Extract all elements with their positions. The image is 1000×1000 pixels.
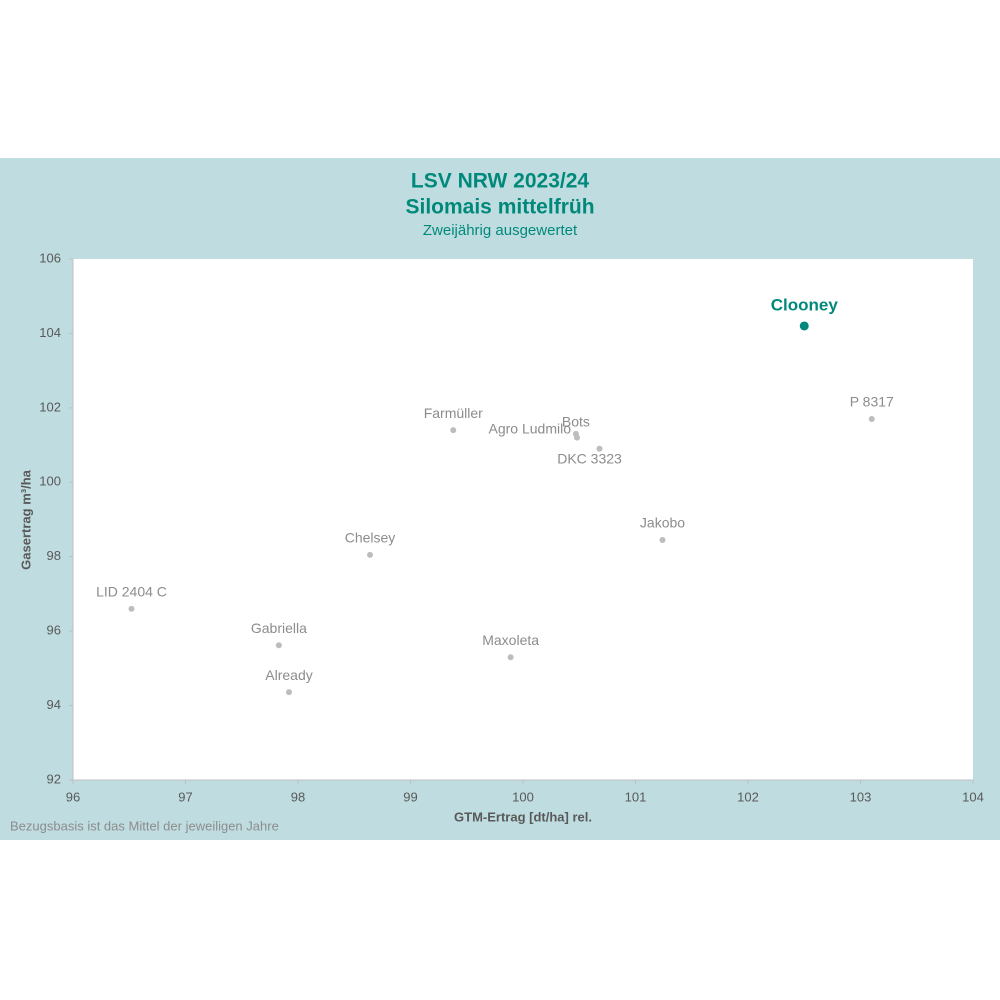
y-tick-label: 92 <box>47 771 61 786</box>
point <box>574 434 580 441</box>
y-tick-label: 100 <box>39 474 61 489</box>
x-tick-label: 98 <box>291 789 305 804</box>
x-tick-label: 104 <box>962 789 984 804</box>
x-tick-label: 100 <box>512 789 534 804</box>
point <box>128 605 135 612</box>
chart-title: Silomais mittelfrüh <box>405 196 594 219</box>
point-label: Agro Ludmilo <box>489 420 572 436</box>
x-tick-label: 103 <box>850 789 872 804</box>
point-label: Jakobo <box>640 515 685 531</box>
point <box>868 416 875 423</box>
point-label: P 8317 <box>850 394 894 410</box>
y-tick-label: 104 <box>39 325 61 340</box>
x-tick-label: 99 <box>403 789 417 804</box>
point <box>367 551 373 558</box>
chart-subtitle: Zweijährig ausgewertet <box>423 222 578 239</box>
y-tick-label: 94 <box>47 697 61 712</box>
y-tick-label: 106 <box>39 250 61 265</box>
x-tick-label: 97 <box>178 789 192 804</box>
y-tick-label: 102 <box>39 399 61 414</box>
x-axis-label: GTM-Ertrag [dt/ha] rel. <box>454 809 592 824</box>
point <box>596 445 603 452</box>
point-label: Chelsey <box>345 530 396 546</box>
x-tick-label: 101 <box>625 789 647 804</box>
point <box>507 654 514 661</box>
footnote: Bezugsbasis ist das Mittel der jeweilige… <box>10 818 279 833</box>
point-label: DKC 3323 <box>557 450 622 466</box>
y-tick-label: 98 <box>47 548 61 563</box>
point <box>450 427 457 434</box>
point <box>659 536 666 543</box>
point-label: Farmüller <box>424 405 483 421</box>
point <box>286 689 292 696</box>
point-label: Already <box>265 667 312 683</box>
y-axis-label: Gasertrag m³/ha <box>18 469 33 569</box>
y-tick-label: 96 <box>47 623 61 638</box>
point-label: Bots <box>562 414 590 430</box>
point-label: Gabriella <box>251 620 307 636</box>
point-label: LID 2404 C <box>96 584 167 600</box>
point-label: Maxoleta <box>482 632 539 648</box>
chart-title: LSV NRW 2023/24 <box>411 170 590 193</box>
point-label: Clooney <box>771 295 839 314</box>
x-tick-label: 96 <box>66 789 80 804</box>
point <box>799 321 809 331</box>
x-tick-label: 102 <box>737 789 759 804</box>
point <box>275 642 282 649</box>
plot-area <box>73 259 973 780</box>
